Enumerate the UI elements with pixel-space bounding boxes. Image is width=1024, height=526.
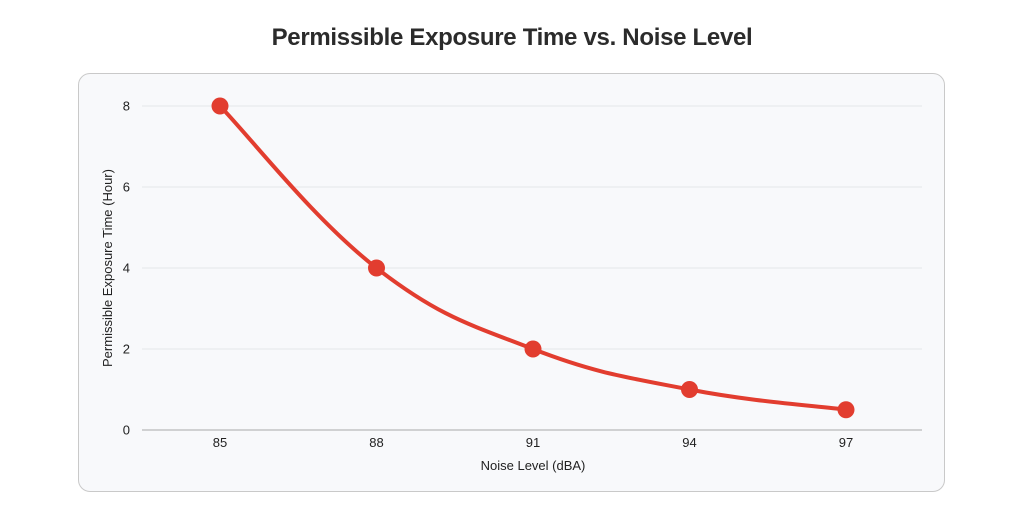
y-tick-label: 4 <box>123 261 130 276</box>
grid-lines <box>142 105 922 350</box>
y-tick-label: 8 <box>123 99 130 114</box>
y-tick-label: 6 <box>123 180 130 195</box>
y-axis-label: Permissible Exposure Time (Hour) <box>100 169 115 367</box>
series-line <box>218 104 848 412</box>
y-tick-labels: 0 2 4 6 8 <box>123 99 130 438</box>
data-point <box>837 401 855 419</box>
chart-title: Permissible Exposure Time vs. Noise Leve… <box>271 24 753 51</box>
data-point <box>211 97 229 115</box>
x-tick-labels: 85 88 91 94 97 <box>213 435 853 450</box>
chart-panel <box>78 73 945 492</box>
x-tick-label: 97 <box>839 435 853 450</box>
x-axis-label: Noise Level (dBA) <box>481 458 586 473</box>
y-tick-label: 2 <box>123 342 130 357</box>
data-point <box>524 340 542 358</box>
x-tick-label: 85 <box>213 435 227 450</box>
x-tick-label: 94 <box>682 435 696 450</box>
x-tick-label: 88 <box>369 435 383 450</box>
y-tick-label: 0 <box>123 423 130 438</box>
data-point <box>368 259 385 277</box>
series-markers <box>211 97 855 419</box>
x-tick-label: 91 <box>526 435 540 450</box>
data-point <box>681 381 698 398</box>
